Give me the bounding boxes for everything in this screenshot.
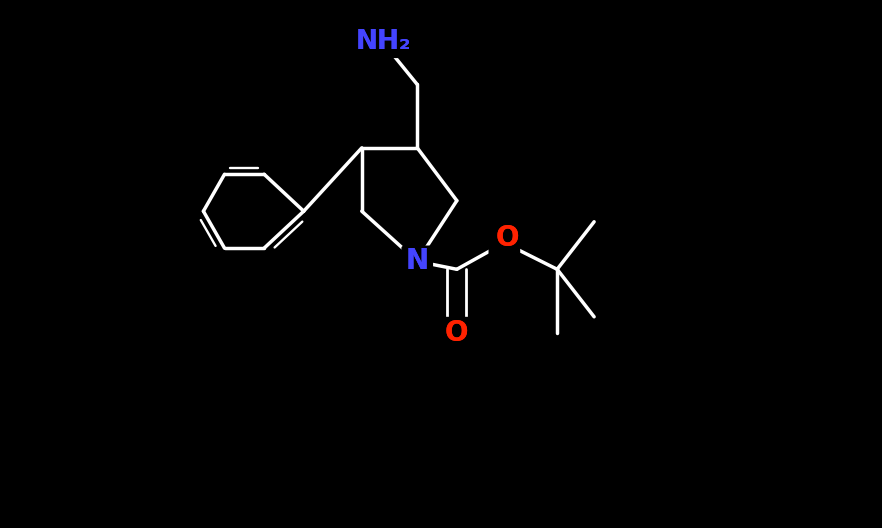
FancyBboxPatch shape <box>441 317 473 348</box>
FancyBboxPatch shape <box>401 246 433 277</box>
FancyBboxPatch shape <box>359 26 409 58</box>
Text: NH₂: NH₂ <box>355 29 411 55</box>
Text: O: O <box>445 318 468 347</box>
Text: O: O <box>445 318 468 347</box>
Text: N: N <box>406 247 429 276</box>
FancyBboxPatch shape <box>489 227 520 259</box>
Text: O: O <box>496 223 519 252</box>
Text: O: O <box>496 223 519 252</box>
Text: NH₂: NH₂ <box>355 29 411 55</box>
Text: N: N <box>406 247 429 276</box>
